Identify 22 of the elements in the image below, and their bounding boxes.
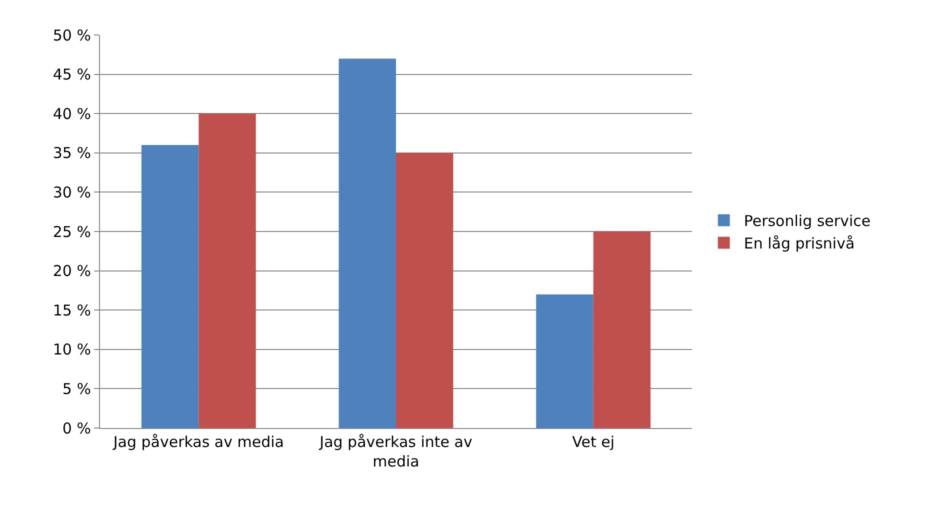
y-tick-label: 35 %: [52, 144, 91, 162]
bar: [396, 152, 454, 428]
x-tick-label: Jag påverkas inte av media: [318, 433, 472, 470]
y-tick-label: 25 %: [52, 222, 91, 241]
y-tick-label: 45 %: [52, 66, 91, 84]
x-tick-label: Vet ej: [572, 433, 615, 451]
bar: [593, 232, 651, 428]
legend-label: En låg prisnivå: [744, 234, 855, 253]
y-tick-label: 10 %: [52, 340, 91, 359]
x-tick-label: Jag påverkas av media: [112, 433, 284, 451]
y-tick-label: 5 %: [62, 380, 91, 398]
y-tick-label: 15 %: [52, 301, 91, 320]
y-tick-label: 30 %: [52, 183, 91, 202]
bar: [141, 145, 199, 428]
y-tick-label: 0 %: [62, 419, 91, 438]
bar: [338, 58, 396, 428]
y-tick-label: 50 %: [52, 26, 91, 44]
bar: [198, 114, 256, 428]
y-tick-label: 40 %: [52, 104, 91, 123]
bar: [536, 294, 594, 428]
y-tick-label: 20 %: [52, 262, 91, 280]
legend-label: Personlig service: [744, 212, 871, 230]
